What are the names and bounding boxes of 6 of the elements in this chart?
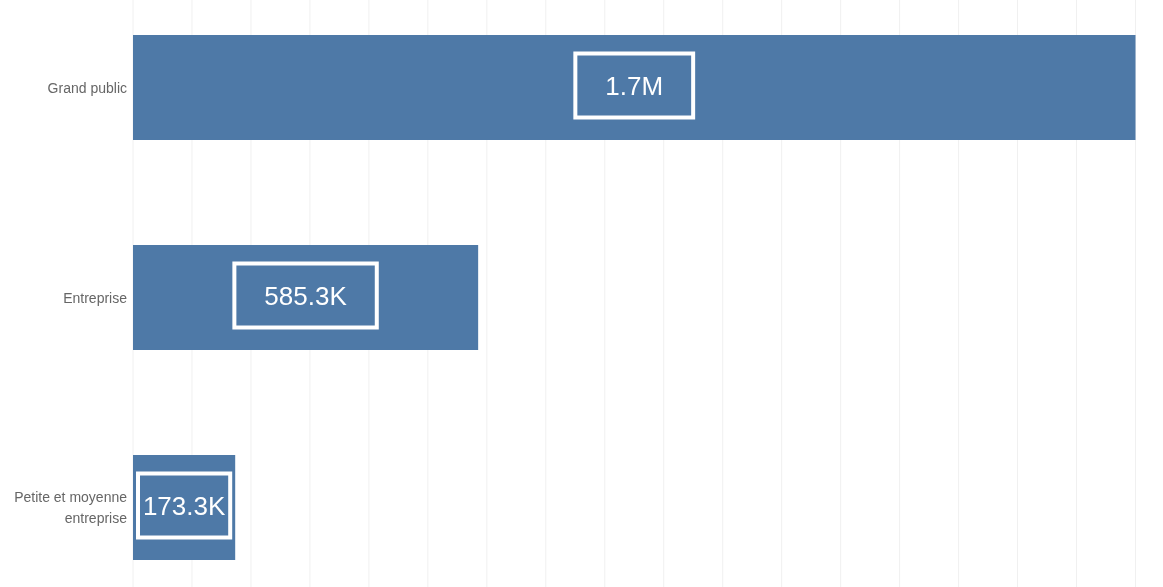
data-label: 585.3K (264, 280, 348, 311)
y-tick-label: Entreprise (63, 289, 128, 306)
y-tick-label: Petite et moyenne entreprise (14, 489, 128, 526)
data-label: 1.7M (605, 70, 664, 101)
y-tick-label: Grand public (47, 79, 127, 96)
data-label: 173.3K (142, 490, 226, 521)
